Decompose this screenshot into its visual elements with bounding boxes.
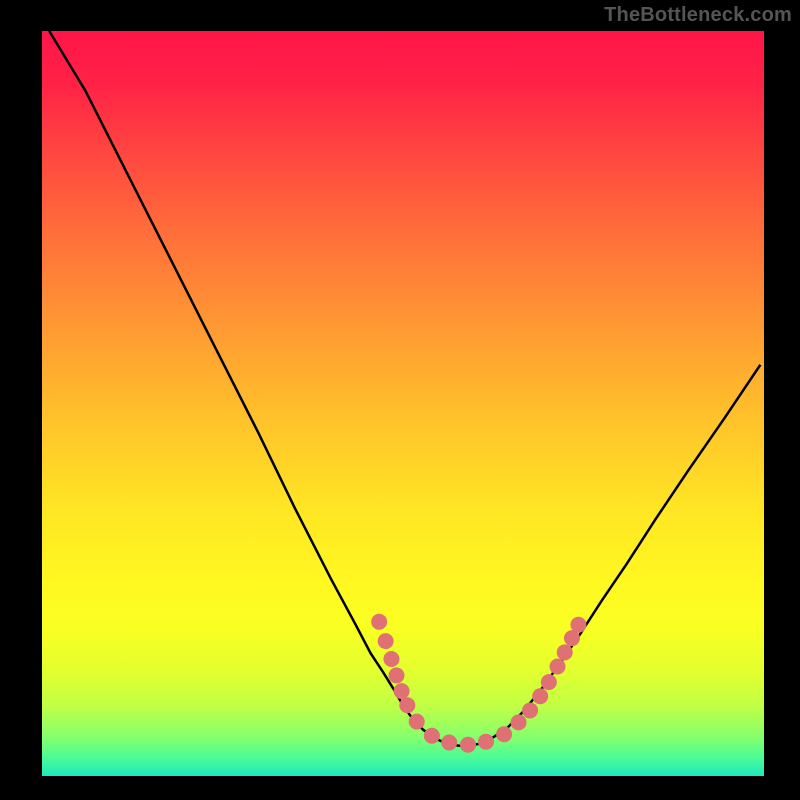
curve-marker bbox=[371, 614, 387, 630]
curve-marker bbox=[424, 728, 440, 744]
curve-marker bbox=[557, 644, 573, 660]
curve-marker bbox=[511, 714, 527, 730]
chart-root: TheBottleneck.com bbox=[0, 0, 800, 800]
curve-marker bbox=[541, 674, 557, 690]
bottleneck-curve-chart bbox=[0, 0, 800, 800]
plot-gradient-background bbox=[42, 31, 764, 776]
watermark-text: TheBottleneck.com bbox=[604, 4, 792, 27]
curve-marker bbox=[383, 651, 399, 667]
curve-marker bbox=[460, 737, 476, 753]
curve-marker bbox=[532, 688, 548, 704]
curve-marker bbox=[550, 658, 566, 674]
curve-marker bbox=[522, 702, 538, 718]
curve-marker bbox=[389, 667, 405, 683]
curve-marker bbox=[478, 734, 494, 750]
curve-marker bbox=[399, 697, 415, 713]
curve-marker bbox=[409, 714, 425, 730]
curve-marker bbox=[441, 734, 457, 750]
curve-marker bbox=[378, 633, 394, 649]
curve-marker bbox=[496, 726, 512, 742]
curve-marker bbox=[570, 617, 586, 633]
curve-marker bbox=[394, 683, 410, 699]
